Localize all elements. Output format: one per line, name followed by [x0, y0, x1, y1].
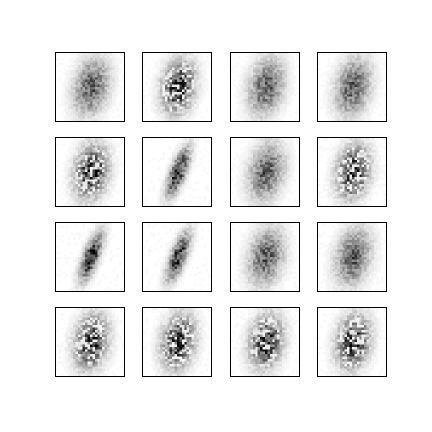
sample-panel-r0-c1: [142, 52, 212, 122]
sample-panel-r0-c0: [55, 52, 125, 122]
sample-panel-r1-c2: [230, 137, 300, 207]
sample-panel-r0-c3: [317, 52, 387, 122]
sample-image: [231, 308, 299, 376]
sample-panel-r2-c2: [230, 222, 300, 292]
sample-image: [318, 308, 386, 376]
sample-image: [56, 138, 124, 206]
sample-image: [143, 138, 211, 206]
sample-image: [231, 138, 299, 206]
sample-image: [143, 53, 211, 121]
sample-image: [318, 138, 386, 206]
sample-image: [56, 53, 124, 121]
sample-panel-r3-c0: [55, 307, 125, 377]
sample-image: [56, 308, 124, 376]
sample-panel-r3-c2: [230, 307, 300, 377]
sample-image: [231, 223, 299, 291]
sample-image: [318, 223, 386, 291]
sample-image: [231, 53, 299, 121]
sample-panel-r1-c0: [55, 137, 125, 207]
sample-panel-r1-c1: [142, 137, 212, 207]
sample-panel-r3-c1: [142, 307, 212, 377]
sample-panel-r2-c1: [142, 222, 212, 292]
sample-panel-r3-c3: [317, 307, 387, 377]
sample-image: [318, 53, 386, 121]
sample-image: [143, 308, 211, 376]
sample-panel-r2-c3: [317, 222, 387, 292]
sample-image: [143, 223, 211, 291]
sample-panel-r0-c2: [230, 52, 300, 122]
sample-panel-r1-c3: [317, 137, 387, 207]
sample-image: [56, 223, 124, 291]
sample-panel-r2-c0: [55, 222, 125, 292]
